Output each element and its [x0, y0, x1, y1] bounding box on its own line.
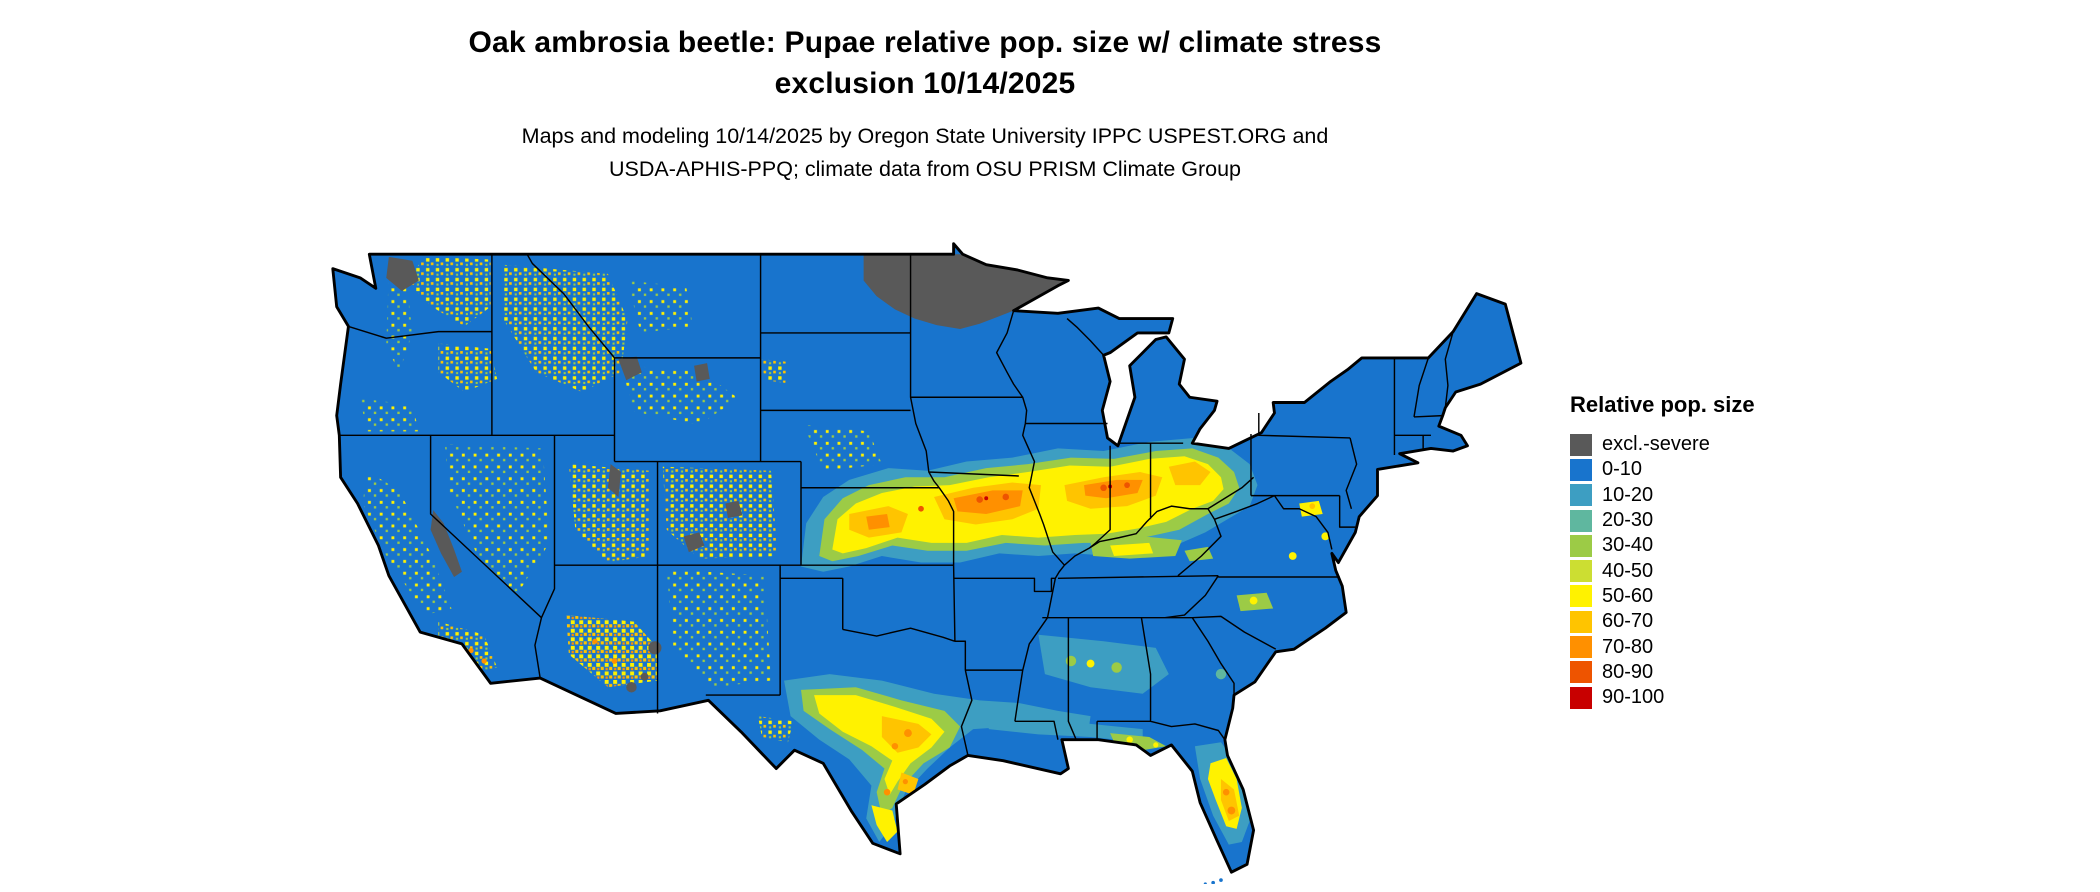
legend: Relative pop. size excl.-severe 0-10 10-20… — [1570, 392, 1755, 710]
subtitle-line2: USDA-APHIS-PPQ; climate data from OSU PR… — [608, 157, 1242, 181]
page-title-line2: exclusion 10/14/2025 — [774, 67, 1076, 100]
excluded-region-wasatch — [607, 464, 622, 497]
mid-atlantic-scatter — [1215, 500, 1330, 698]
page-title-line1: Oak ambrosia beetle: Pupae relative pop.… — [468, 26, 1382, 59]
excluded-region-san-juans — [683, 532, 705, 553]
legend-swatch — [1570, 686, 1592, 709]
legend-item: 10-20 — [1570, 483, 1755, 508]
legend-label: 70-80 — [1602, 635, 1654, 658]
excluded-region-north-cascades — [386, 256, 419, 291]
western-speckle-fields — [360, 256, 882, 688]
excluded-region-sierra-nevada — [430, 510, 462, 577]
legend-title: Relative pop. size — [1570, 392, 1755, 417]
legend-item: 90-100 — [1570, 685, 1755, 710]
legend-item: 40-50 — [1570, 558, 1755, 583]
excluded-region-bighorns — [694, 363, 710, 382]
legend-item: 50-60 — [1570, 584, 1755, 609]
legend-label: 50-60 — [1602, 584, 1654, 607]
legend-swatch — [1570, 509, 1592, 532]
legend-swatch — [1570, 534, 1592, 557]
legend-label: 30-40 — [1602, 534, 1654, 557]
legend-swatch — [1570, 433, 1592, 456]
subtitle-line1: Maps and modeling 10/14/2025 by Oregon S… — [521, 124, 1329, 148]
legend-item: 80-90 — [1570, 660, 1755, 685]
subtitle: Maps and modeling 10/14/2025 by Oregon S… — [0, 120, 1850, 186]
legend-item: 30-40 — [1570, 533, 1755, 558]
legend-label: 60-70 — [1602, 610, 1654, 633]
legend-label: 20-30 — [1602, 509, 1654, 532]
legend-swatch — [1570, 661, 1592, 684]
us-map-svg — [331, 242, 1523, 884]
texas-gulf-belt — [757, 674, 1091, 843]
legend-swatch — [1570, 636, 1592, 659]
legend-label: excl.-severe — [1602, 433, 1710, 456]
legend-item: 60-70 — [1570, 609, 1755, 634]
us-outline — [331, 242, 1523, 874]
legend-swatch — [1570, 484, 1592, 507]
excluded-region-yellowstone — [618, 356, 642, 381]
legend-item: 0-10 — [1570, 457, 1755, 482]
legend-label: 80-90 — [1602, 660, 1654, 683]
florida-keys — [1203, 878, 1223, 884]
header: Oak ambrosia beetle: Pupae relative pop.… — [0, 22, 1850, 186]
legend-swatch — [1570, 458, 1592, 481]
legend-swatch — [1570, 560, 1592, 583]
legend-label: 40-50 — [1602, 559, 1654, 582]
legend-label: 90-100 — [1602, 686, 1665, 709]
legend-label: 10-20 — [1602, 483, 1654, 506]
excluded-region-co-rockies — [725, 500, 743, 518]
state-borders — [339, 253, 1454, 756]
legend-swatch — [1570, 585, 1592, 608]
legend-item: 70-80 — [1570, 634, 1755, 659]
us-choropleth-map — [308, 228, 1534, 884]
legend-items: excl.-severe 0-10 10-20 20-30 30-40 40-50 50-6… — [1570, 432, 1755, 710]
legend-item: 20-30 — [1570, 508, 1755, 533]
legend-swatch — [1570, 610, 1592, 633]
legend-item: excl.-severe — [1570, 432, 1755, 457]
legend-label: 0-10 — [1602, 458, 1643, 481]
